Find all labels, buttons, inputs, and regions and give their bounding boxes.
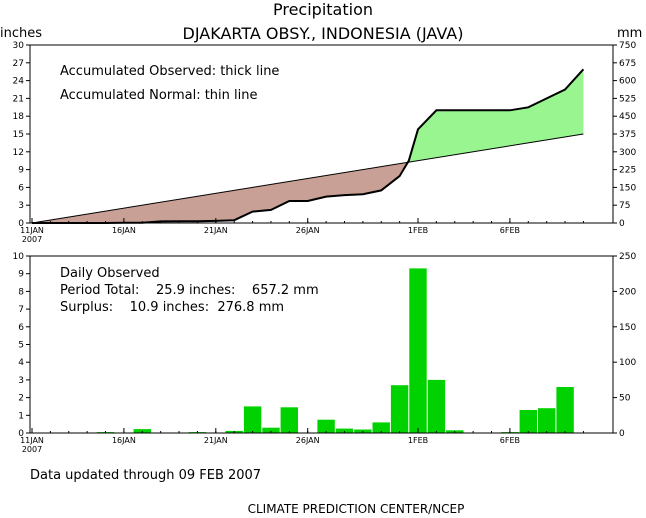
- data-updated-text: Data updated through 09 FEB 2007: [30, 468, 261, 483]
- x-year-label: 2007: [22, 445, 42, 454]
- y-tick-label: 6: [18, 183, 24, 193]
- x-tick-label: 6FEB: [500, 226, 520, 235]
- chart-title: Precipitation: [273, 0, 373, 19]
- bottom-right-axis: 0 50 100 150 200 250: [613, 252, 636, 439]
- y-tick-label: 1: [18, 411, 24, 421]
- daily-title: Daily Observed: [60, 266, 160, 281]
- y-tick-label: 5: [18, 341, 24, 351]
- y-tick-label: 30: [13, 41, 25, 51]
- y-tick-label: 18: [13, 112, 25, 122]
- daily-bar: [317, 419, 335, 433]
- x-tick-label: 16JAN: [112, 436, 136, 445]
- bottom-left-axis: 0 1 2 3 4 5 6 7 8 9 10: [13, 252, 30, 439]
- top-x-axis: 11JAN 16JAN 21JAN 26JAN 1FEB 6FEB 2007: [20, 218, 584, 244]
- right-unit-label: mm: [617, 26, 642, 41]
- x-tick-label: 11JAN: [20, 226, 44, 235]
- x-tick-label: 16JAN: [112, 226, 136, 235]
- daily-bar: [538, 408, 556, 433]
- daily-bar: [409, 268, 427, 433]
- y-tick-label: 21: [13, 94, 24, 104]
- y-right-tick-label: 200: [619, 287, 636, 297]
- y-tick-label: 3: [18, 376, 24, 386]
- y-right-tick-label: 50: [619, 394, 631, 404]
- y-tick-label: 8: [18, 287, 24, 297]
- y-right-tick-label: 225: [619, 166, 636, 176]
- y-tick-label: 0: [18, 429, 24, 439]
- x-tick-label: 11JAN: [20, 436, 44, 445]
- bottom-x-axis: 11JAN 16JAN 21JAN 26JAN 1FEB 6FEB 2007: [20, 428, 584, 454]
- y-tick-label: 9: [18, 166, 24, 176]
- y-right-tick-label: 450: [619, 112, 636, 122]
- y-tick-label: 4: [18, 358, 24, 368]
- y-right-tick-label: 100: [619, 358, 636, 368]
- daily-bar: [262, 427, 280, 433]
- y-right-tick-label: 675: [619, 59, 636, 69]
- daily-bar: [243, 406, 262, 433]
- y-tick-label: 3: [18, 201, 24, 211]
- accumulated-normal-line: [31, 133, 584, 224]
- daily-bar: [280, 407, 298, 433]
- y-tick-label: 0: [18, 219, 24, 229]
- y-right-tick-label: 600: [619, 77, 636, 87]
- y-tick-label: 9: [18, 270, 24, 280]
- surplus-text: Surplus: 10.9 inches: 276.8 mm: [60, 300, 284, 315]
- period-total: Period Total: 25.9 inches: 657.2 mm: [60, 283, 319, 298]
- x-tick-label: 1FEB: [408, 226, 428, 235]
- y-right-tick-label: 150: [619, 183, 636, 193]
- x-tick-label: 26JAN: [296, 226, 320, 235]
- daily-panel: 0 1 2 3 4 5 6 7 8 9 10 0 50 100 150 200 250 11JAN 16JAN 2…: [13, 252, 637, 454]
- daily-bar: [335, 428, 354, 433]
- daily-bar: [372, 422, 390, 433]
- accumulated-panel: 0 3 6 9 12 15 18 21 24 27 30 0 75 150 225 300 375 450 525…: [13, 41, 637, 244]
- y-tick-label: 10: [13, 252, 25, 262]
- daily-bar: [427, 379, 446, 433]
- daily-bars: [96, 268, 574, 433]
- y-tick-label: 24: [13, 77, 25, 87]
- y-tick-label: 7: [18, 305, 24, 315]
- top-left-axis: 0 3 6 9 12 15 18 21 24 27 30: [13, 41, 30, 229]
- x-year-label: 2007: [22, 235, 42, 244]
- y-right-tick-label: 0: [619, 219, 625, 229]
- daily-bar: [556, 387, 574, 433]
- y-tick-label: 12: [13, 148, 24, 158]
- daily-bar: [519, 410, 537, 433]
- credit-text: CLIMATE PREDICTION CENTER/NCEP: [248, 502, 465, 516]
- legend-observed: Accumulated Observed: thick line: [60, 64, 279, 79]
- top-right-axis: 0 75 150 225 300 375 450 525 600 675 750: [613, 41, 636, 229]
- y-right-tick-label: 250: [619, 252, 636, 262]
- station-name: DJAKARTA OBSY., INDONESIA (JAVA): [183, 24, 464, 43]
- y-tick-label: 2: [18, 394, 24, 404]
- x-tick-label: 21JAN: [204, 226, 228, 235]
- y-tick-label: 27: [13, 59, 24, 69]
- x-tick-label: 26JAN: [296, 436, 320, 445]
- accumulated-observed-line: [32, 68, 585, 224]
- y-right-tick-label: 375: [619, 130, 636, 140]
- x-tick-label: 1FEB: [408, 436, 428, 445]
- left-unit-label: inches: [0, 26, 42, 41]
- y-right-tick-label: 0: [619, 429, 625, 439]
- y-right-tick-label: 525: [619, 94, 636, 104]
- y-right-tick-label: 300: [619, 148, 636, 158]
- x-tick-label: 21JAN: [204, 436, 228, 445]
- accumulation-lines: [31, 68, 585, 224]
- y-right-tick-label: 75: [619, 201, 630, 211]
- y-tick-label: 15: [13, 130, 24, 140]
- legend-normal: Accumulated Normal: thin line: [60, 88, 258, 103]
- y-tick-label: 6: [18, 323, 24, 333]
- daily-bar: [390, 385, 409, 433]
- surplus-area: [407, 69, 584, 163]
- x-tick-label: 6FEB: [500, 436, 520, 445]
- y-right-tick-label: 750: [619, 41, 636, 51]
- y-right-tick-label: 150: [619, 323, 636, 333]
